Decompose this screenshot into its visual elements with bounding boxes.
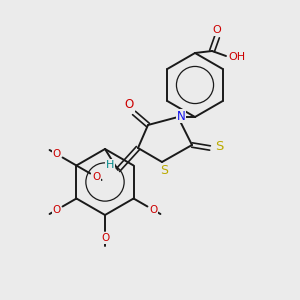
Text: O: O — [213, 25, 221, 35]
Text: N: N — [177, 110, 185, 122]
Text: O: O — [149, 205, 158, 215]
Text: OH: OH — [228, 52, 246, 62]
Text: O: O — [52, 205, 61, 215]
Text: S: S — [160, 164, 168, 176]
Text: O: O — [101, 233, 109, 243]
Text: O: O — [52, 149, 61, 159]
Text: O: O — [124, 98, 134, 112]
Text: O: O — [92, 172, 100, 182]
Text: H: H — [106, 160, 114, 170]
Text: S: S — [215, 140, 223, 154]
